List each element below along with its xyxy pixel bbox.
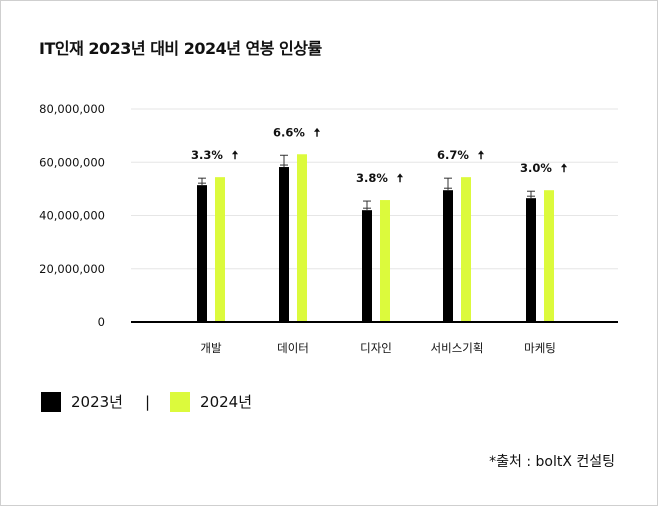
increase-label: 3.8% bbox=[356, 171, 388, 185]
bar-2024 bbox=[380, 200, 390, 322]
increase-label: 6.6% bbox=[273, 125, 305, 139]
up-arrow-icon: 🠅 bbox=[232, 148, 239, 162]
bar-2024 bbox=[544, 190, 554, 322]
legend: 2023년 | 2024년 bbox=[41, 391, 252, 412]
bar-2023 bbox=[526, 198, 536, 322]
bar-2024 bbox=[215, 177, 225, 322]
legend-swatch-2023 bbox=[41, 391, 61, 412]
up-arrow-icon: 🠅 bbox=[478, 148, 485, 162]
increase-label: 6.7% bbox=[437, 148, 469, 162]
y-tick-label: 60,000,000 bbox=[39, 155, 105, 169]
up-arrow-icon: 🠅 bbox=[561, 161, 568, 175]
increase-label: 3.3% bbox=[191, 148, 223, 162]
x-tick-label: 마케팅 bbox=[524, 341, 556, 355]
bar-2023 bbox=[279, 167, 289, 322]
increase-label: 3.0% bbox=[520, 161, 552, 175]
bar-2024 bbox=[297, 154, 307, 322]
bar-2024 bbox=[461, 177, 471, 322]
y-tick-label: 40,000,000 bbox=[39, 209, 105, 223]
x-tick-label: 서비스기획 bbox=[431, 341, 484, 355]
x-tick-label: 디자인 bbox=[360, 341, 392, 355]
x-tick-label: 개발 bbox=[200, 341, 222, 355]
source-note: *출처 : boltX 컨설팅 bbox=[489, 454, 615, 470]
chart-title: IT인재 2023년 대비 2024년 연봉 인상률 bbox=[39, 39, 322, 58]
y-tick-label: 0 bbox=[98, 315, 105, 329]
bar-2023 bbox=[443, 190, 453, 322]
legend-label-2023: 2023년 bbox=[71, 393, 123, 411]
up-arrow-icon: 🠅 bbox=[314, 125, 321, 139]
legend-label-2024: 2024년 bbox=[200, 393, 253, 411]
y-tick-label: 80,000,000 bbox=[39, 102, 105, 116]
legend-swatch-2024 bbox=[170, 391, 191, 412]
bar-2023 bbox=[362, 210, 372, 322]
up-arrow-icon: 🠅 bbox=[397, 171, 404, 185]
legend-separator: | bbox=[144, 392, 151, 411]
bar-2023 bbox=[197, 185, 207, 322]
x-tick-label: 데이터 bbox=[277, 341, 309, 355]
y-tick-label: 20,000,000 bbox=[39, 262, 105, 276]
